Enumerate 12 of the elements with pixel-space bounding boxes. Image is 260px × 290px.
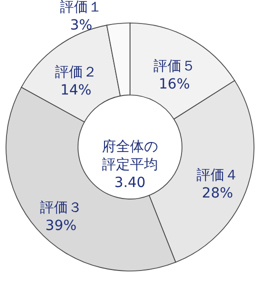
- data-label: 39%: [45, 218, 77, 234]
- data-label: 3%: [70, 18, 92, 34]
- slice-label: 評価３: [40, 200, 82, 216]
- data-label: 16%: [158, 76, 190, 92]
- text: 府全体の評定平均: [102, 139, 158, 173]
- text: 3.40: [114, 175, 146, 191]
- slice-label: 評価２: [54, 64, 97, 81]
- data-label: 28%: [202, 185, 234, 202]
- slice-label: 評価４: [196, 167, 238, 184]
- data-label: 14%: [60, 82, 92, 99]
- slice-label: 評価１: [60, 0, 102, 16]
- slice-label: 評価５: [153, 58, 196, 74]
